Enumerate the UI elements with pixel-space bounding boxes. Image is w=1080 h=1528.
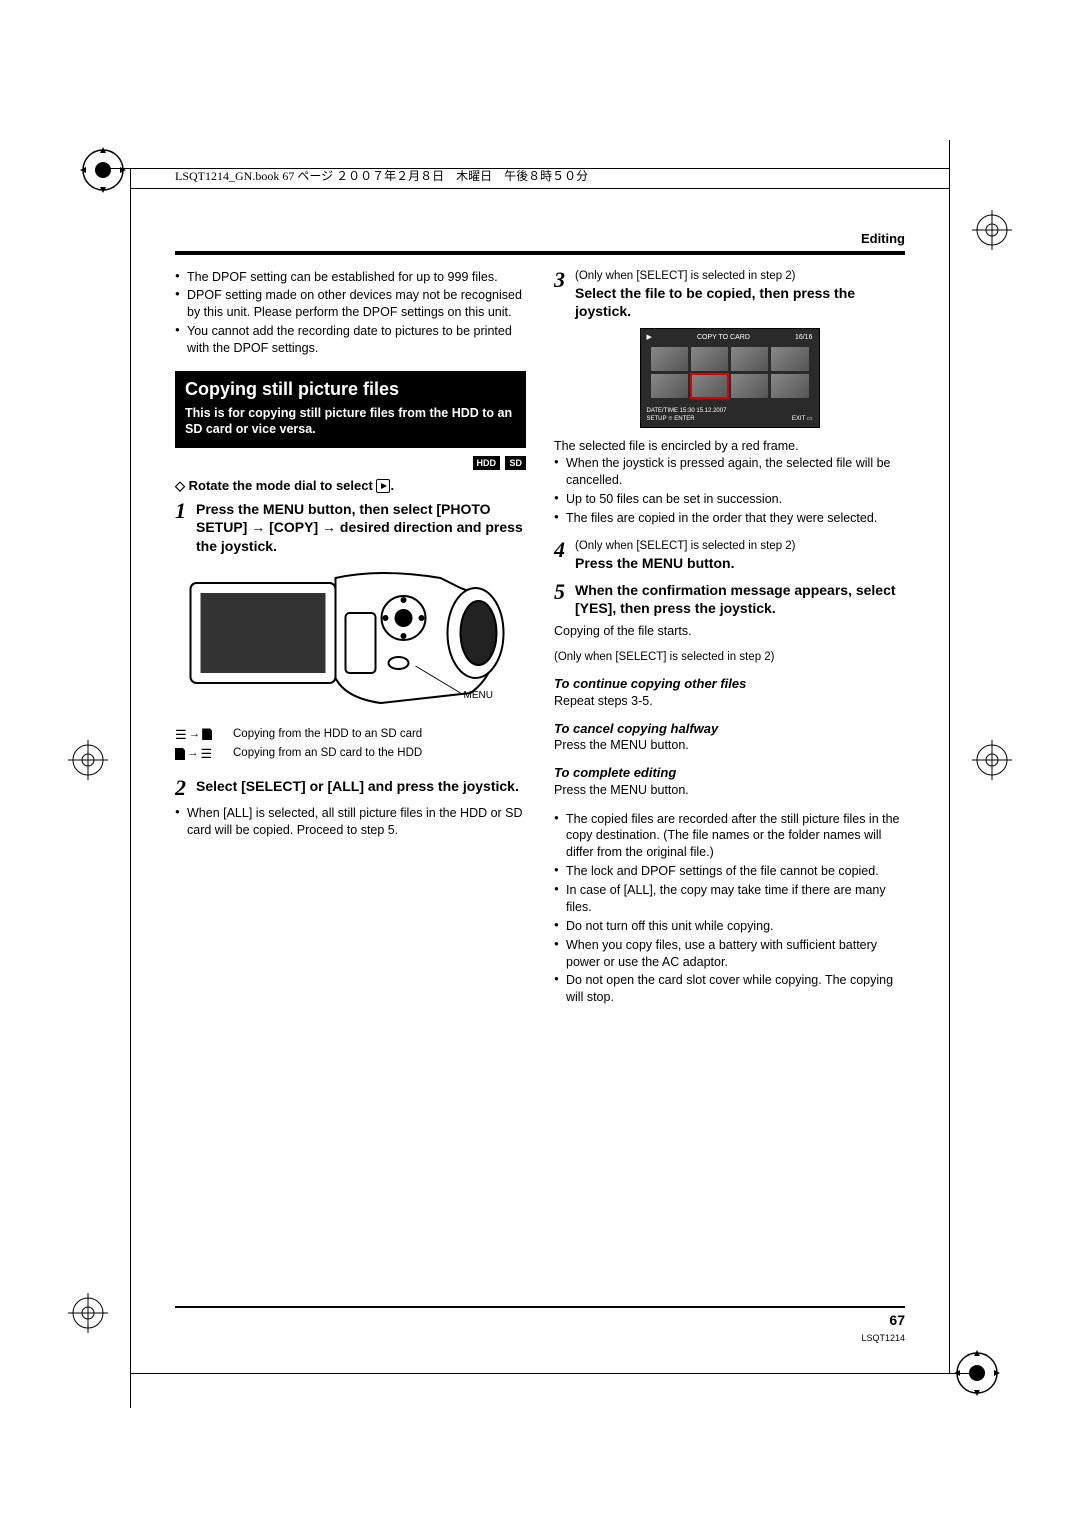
thumbnail-selected [691,374,728,398]
rotate-text: Rotate the mode dial to select [189,478,377,493]
copy-dir-text: Copying from the HDD to an SD card [233,727,422,743]
step5-text: Copying of the file starts. [554,623,905,640]
sd-badge: SD [505,456,526,470]
target-mark-l [68,740,108,780]
step-number: 4 [554,539,565,573]
thumbnail [651,374,688,398]
list-item: The copied files are recorded after the … [554,811,905,862]
subtitle-continue: To continue copying other files [554,675,905,693]
lcd-screen-preview: ▶ COPY TO CARD 16/16 DATE/TIME 15:30 15.… [640,328,820,428]
thick-rule [175,251,905,255]
list-item: You cannot add the recording date to pic… [175,323,526,357]
list-item: Do not turn off this unit while copying. [554,918,905,935]
dpof-notes: The DPOF setting can be established for … [175,269,526,357]
step-note: (Only when [SELECT] is selected in step … [575,539,905,555]
list-item: The DPOF setting can be established for … [175,269,526,286]
target-mark-tr [972,210,1012,250]
media-badges: HDD SD [175,454,526,471]
left-column: The DPOF setting can be established for … [175,269,526,1009]
list-item: Do not open the card slot cover while co… [554,972,905,1006]
header-rule [130,188,950,189]
screen-exit: EXIT [792,416,805,422]
step-number: 1 [175,500,186,555]
step-number: 2 [175,777,186,799]
screen-setup: SETUP [647,416,667,422]
step-title: Press the MENU button, then select [PHOT… [196,500,526,555]
sd-card-icon [202,728,212,740]
screen-title: COPY TO CARD [697,333,750,342]
thumbnail [731,347,768,371]
document-code: LSQT1214 [861,1332,905,1344]
step5-note: (Only when [SELECT] is selected in step … [554,650,905,666]
step-4: 4 (Only when [SELECT] is selected in ste… [554,539,905,573]
screen-enter: ENTER [674,416,694,422]
section-subtitle: This is for copying still picture files … [185,405,516,438]
screen-corner-icon: ▶ [647,333,652,342]
list-item: The files are copied in the order that t… [554,510,905,527]
step-title: When the confirmation message appears, s… [575,581,905,617]
target-mark-bl [68,1293,108,1333]
list-item: When [ALL] is selected, all still pictur… [175,805,526,839]
step-3: 3 (Only when [SELECT] is selected in ste… [554,269,905,321]
step2-notes: When [ALL] is selected, all still pictur… [175,805,526,839]
step-number: 3 [554,269,565,321]
footer-rule [175,1306,905,1308]
list-item: In case of [ALL], the copy may take time… [554,882,905,916]
subtitle-text: Press the MENU button. [554,737,905,754]
section-title: Copying still picture files [185,377,516,401]
step3-text: The selected file is encircled by a red … [554,438,905,455]
hdd-badge: HDD [473,456,501,470]
page-number: 67 [889,1311,905,1330]
list-item: When the joystick is pressed again, the … [554,455,905,489]
thumbnail [691,347,728,371]
copy-direction-1: ☰ → Copying from the HDD to an SD card [175,726,526,744]
list-item: Up to 50 files can be set in succession. [554,491,905,508]
section-label: Editing [175,230,905,248]
subtitle-cancel: To cancel copying halfway [554,720,905,738]
thumbnail [771,347,808,371]
step-2: 2 Select [SELECT] or [ALL] and press the… [175,777,526,799]
screen-date: DATE/TIME 15:30 15.12.2007 [647,407,813,415]
thumbnail [771,374,808,398]
step-5: 5 When the confirmation message appears,… [554,581,905,617]
play-mode-icon [376,479,390,493]
crop-line-right [949,140,950,1374]
printer-mark-tl [78,145,128,195]
hdd-icon: ☰ [175,726,187,744]
step-1: 1 Press the MENU button, then select [PH… [175,500,526,555]
arrow-right-icon: → [187,746,199,762]
target-mark-r [972,740,1012,780]
step-title: Select the file to be copied, then press… [575,284,905,320]
menu-label: MENU [464,690,493,701]
list-item: When you copy files, use a battery with … [554,937,905,971]
arrow-right-icon: → [189,727,201,743]
rotate-instruction: Rotate the mode dial to select . [175,477,526,495]
crop-line-left [130,168,131,1408]
step-note: (Only when [SELECT] is selected in step … [575,269,905,285]
copy-dir-text: Copying from an SD card to the HDD [233,746,422,762]
step3-notes: When the joystick is pressed again, the … [554,455,905,527]
step-title: Select [SELECT] or [ALL] and press the j… [196,777,526,795]
list-item: The lock and DPOF settings of the file c… [554,863,905,880]
crop-line-bottom [130,1373,972,1374]
copy-direction-2: → ☰ Copying from an SD card to the HDD [175,745,526,763]
final-notes: The copied files are recorded after the … [554,811,905,1007]
screen-counter: 16/16 [795,333,813,342]
list-item: DPOF setting made on other devices may n… [175,287,526,321]
sd-card-icon [175,748,185,760]
subtitle-complete: To complete editing [554,764,905,782]
thumbnail [651,347,688,371]
camera-illustration: MENU [175,563,526,718]
subtitle-text: Press the MENU button. [554,782,905,799]
step-number: 5 [554,581,565,617]
thumbnail [731,374,768,398]
step-title: Press the MENU button. [575,554,905,572]
page-content: Editing The DPOF setting can be establis… [175,230,905,1308]
header-book-info: LSQT1214_GN.book 67 ページ ２００７年２月８日 木曜日 午後… [175,167,588,184]
hdd-icon: ☰ [201,745,213,763]
right-column: 3 (Only when [SELECT] is selected in ste… [554,269,905,1009]
subtitle-text: Repeat steps 3-5. [554,693,905,710]
section-title-box: Copying still picture files This is for … [175,371,526,448]
